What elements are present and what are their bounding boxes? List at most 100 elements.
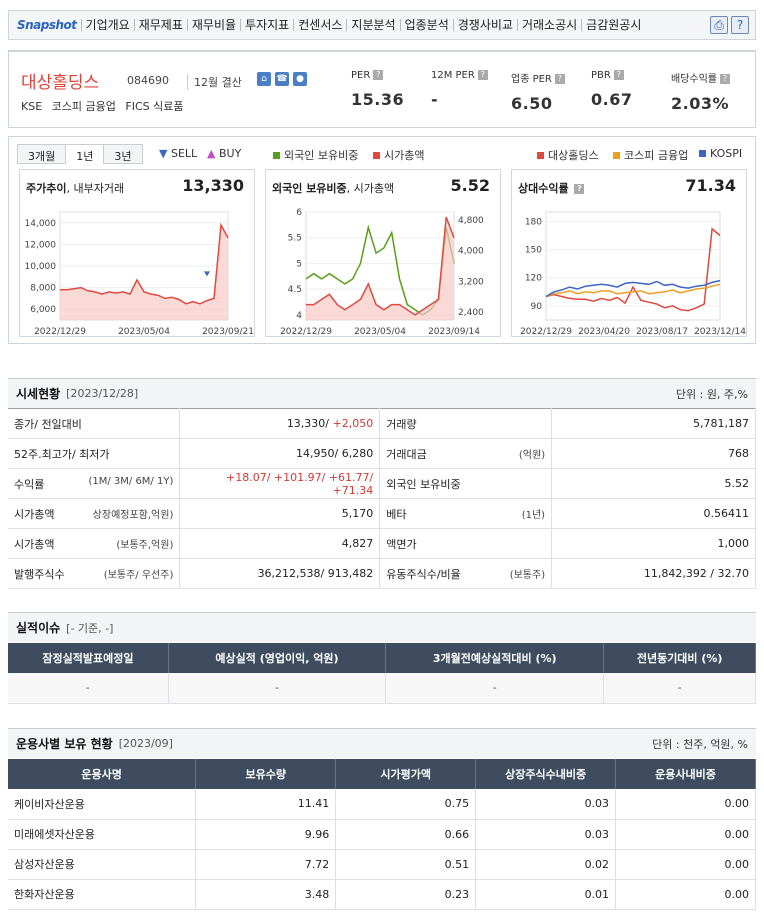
row-value: +18.07/ +101.97/ +61.77/ +71.34: [179, 468, 381, 499]
help-icon[interactable]: ?: [574, 184, 585, 194]
quote-table: 종가/ 전일대비 13,330/ +2,050 거래량 5,781,187 52주…: [8, 408, 756, 589]
plot-frame: [545, 211, 721, 321]
table-cell: 7.72: [195, 849, 337, 880]
help-icon[interactable]: ?: [720, 74, 730, 84]
nav-item[interactable]: 금감원공시: [581, 19, 645, 31]
y-tick-label: 12,000: [25, 240, 57, 250]
tab-1y[interactable]: 1년: [65, 144, 105, 164]
help-icon[interactable]: ?: [373, 70, 384, 80]
nav-item[interactable]: 투자지표: [240, 19, 293, 31]
legend-buy: ▲ BUY: [207, 147, 242, 160]
series-line: [60, 222, 229, 305]
cell: -: [603, 673, 756, 704]
row-label: 액면가: [379, 528, 553, 559]
series-line: [545, 279, 721, 298]
nav-snapshot[interactable]: Snapshot: [17, 18, 77, 32]
table-row: 시가총액 (보통주,억원) 4,827 액면가 1,000: [8, 528, 756, 559]
top-nav: Snapshot 기업개요 재무제표 재무비율 투자지표 컨센서스 지분분석 업…: [8, 10, 756, 40]
x-tick-label: 2023/12/14: [694, 327, 746, 336]
help-icon[interactable]: ?: [613, 70, 624, 80]
x-tick-label: 2023/09/14: [428, 327, 480, 336]
table-row: 발행주식수 (보통주/ 우선주) 36,212,538/ 913,482 유동주식…: [8, 558, 756, 589]
nav-item[interactable]: 경쟁사비교: [452, 19, 517, 31]
cell: -: [385, 673, 605, 704]
nav-item[interactable]: 거래소공시: [516, 19, 581, 31]
help-icon[interactable]: ?: [554, 74, 565, 84]
chart-title: 상대수익률: [518, 182, 569, 195]
col-header: 운용사명: [8, 759, 197, 789]
y-tick-label: 8,000: [30, 284, 56, 294]
relative-chart[interactable]: 180 150 120 90 2022/12/29 2023/04/20 2023/08/1…: [512, 200, 746, 336]
y-tick-label: 6,000: [30, 305, 56, 315]
metric-per: PER? 15.36: [351, 70, 405, 109]
row-label: 수익률 (1M/ 3M/ 6M/ 1Y): [8, 468, 181, 499]
row-label: 시가총액 (보통주,억원): [8, 528, 181, 559]
nav-item[interactable]: 컨센서스: [293, 19, 346, 31]
col-header: 잠정실적발표예정일: [8, 643, 169, 673]
unit-label: 단위 : 천주, 억원, %: [652, 737, 748, 751]
row-label: 시가총액 상장예정포함,억원): [8, 498, 181, 529]
row-label: 외국인 보유비중: [379, 468, 553, 499]
nav-item[interactable]: 업종분석: [399, 19, 453, 31]
table-cell: 0.03: [475, 819, 617, 850]
x-tick-label: 2023/05/04: [354, 327, 406, 336]
foreign-chart[interactable]: 6 5.5 5 4.5 4 4,800 4,000 3,200 2,400 2022/12/29 2…: [266, 200, 500, 336]
help-icon[interactable]: ?: [731, 16, 749, 34]
col-header: 전년동기대비 (%): [603, 643, 756, 673]
series-line: [306, 216, 455, 316]
y2-tick-label: 4,000: [458, 247, 484, 257]
table-row: 미래에셋자산운용 9.96 0.66 0.03 0.00: [8, 819, 756, 850]
section-title: 운용사별 보유 현황: [16, 737, 113, 751]
market-label: KSE: [21, 100, 43, 113]
phone-icon[interactable]: ☎: [275, 72, 289, 86]
x-tick-label: 2023/09/21: [202, 327, 254, 336]
legend-sell: ▼ SELL: [159, 147, 198, 160]
x-tick-label: 2023/08/17: [636, 327, 688, 336]
table-cell: 0.00: [615, 789, 756, 820]
row-value: 5,170: [179, 498, 381, 529]
nav-item[interactable]: 재무비율: [186, 19, 240, 31]
table-cell: 3.48: [195, 879, 337, 910]
tab-3m[interactable]: 3개월: [17, 144, 67, 164]
help-icon[interactable]: ?: [477, 70, 488, 80]
company-name: 대상홀딩스: [21, 73, 100, 93]
legend-mcap: 시가총액: [373, 147, 424, 163]
cell: -: [168, 673, 387, 704]
price-chart[interactable]: 14,000 12,000 10,000 8,000 6,000 2022/12/29 20…: [20, 200, 254, 336]
section-title: 실적이슈: [16, 621, 61, 635]
nav-item[interactable]: 지분분석: [346, 19, 399, 31]
section-date: [- 기준, -]: [66, 621, 114, 635]
row-label: 종가/ 전일대비: [8, 408, 181, 439]
row-value: 36,212,538/ 913,482: [179, 558, 381, 589]
table-cell: 미래에셋자산운용: [8, 819, 197, 850]
row-value: 4,827: [179, 528, 381, 559]
x-tick-label: 2023/05/04: [118, 327, 170, 336]
col-header: 상장주식수내비중: [475, 759, 617, 789]
series-line: [545, 227, 721, 312]
fund-table: 운용사명 보유수량 시가평가액 상장주식수내비중 운용사내비중 케이비자산운용 11.41…: [8, 759, 756, 910]
row-label: 베타 (1년): [379, 498, 553, 529]
sell-marker: [204, 271, 210, 277]
table-cell: 0.00: [615, 849, 756, 880]
tab-3y[interactable]: 3년: [103, 144, 143, 164]
chart-subtitle: , 시가총액: [346, 182, 395, 195]
table-row: 시가총액 상장예정포함,억원) 5,170 베타 (1년) 0.56411: [8, 498, 756, 529]
location-icon[interactable]: ●: [293, 72, 307, 86]
nav-item[interactable]: 재무제표: [133, 19, 187, 31]
home-icon[interactable]: ⌂: [257, 72, 271, 86]
print-icon[interactable]: ⎙: [710, 16, 728, 34]
metric-12m-per: 12M PER? -: [431, 70, 488, 109]
y-tick-label: 150: [525, 246, 542, 256]
y-tick-label: 10,000: [25, 262, 57, 272]
table-cell: 0.51: [335, 849, 477, 880]
chart-title: 주가추이: [26, 182, 67, 195]
foreign-chart-panel: 외국인 보유비중, 시가총액 5.52 6 5.5 5 4.5 4 4,800 4,000 3…: [265, 169, 501, 337]
table-row: 종가/ 전일대비 13,330/ +2,050 거래량 5,781,187: [8, 408, 756, 439]
col-header: 3개월전예상실적대비 (%): [385, 643, 605, 673]
cell: -: [8, 673, 169, 704]
table-cell: 11.41: [195, 789, 337, 820]
nav-item[interactable]: 기업개요: [80, 19, 134, 31]
y2-tick-label: 2,400: [458, 308, 484, 318]
y-tick-label: 120: [525, 274, 542, 284]
fics-sector: FICS 식료품: [125, 100, 184, 113]
